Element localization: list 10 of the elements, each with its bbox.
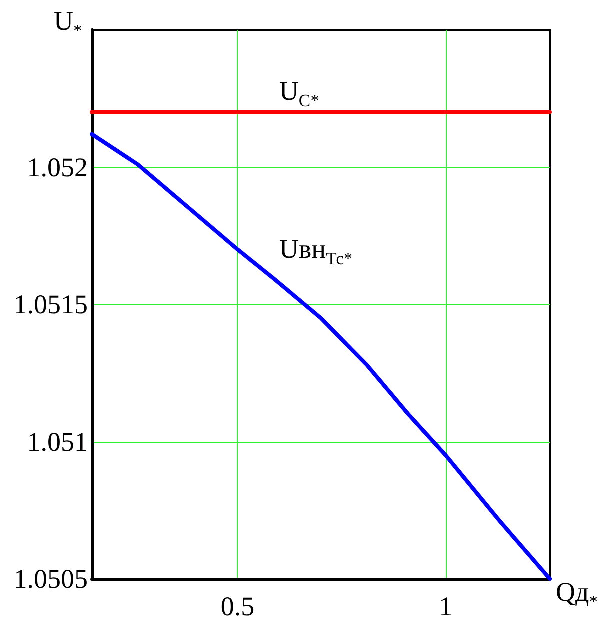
x-tick-label: 0.5: [220, 592, 255, 620]
y-tick-label: 1.052: [27, 152, 88, 182]
y-tick-label: 1.0515: [14, 290, 88, 320]
y-tick-label: 1.0505: [14, 564, 88, 594]
series-label: U$_{C*}$: [279, 76, 320, 111]
series-label: Uвн$_{Тс*}$: [279, 234, 353, 268]
x-axis-title: Qд$_{*}$: [556, 577, 598, 612]
y-tick-label: 1.051: [27, 426, 88, 457]
x-tick-label: 1: [439, 592, 453, 620]
y-axis-title: U$_{*}$: [54, 6, 82, 40]
